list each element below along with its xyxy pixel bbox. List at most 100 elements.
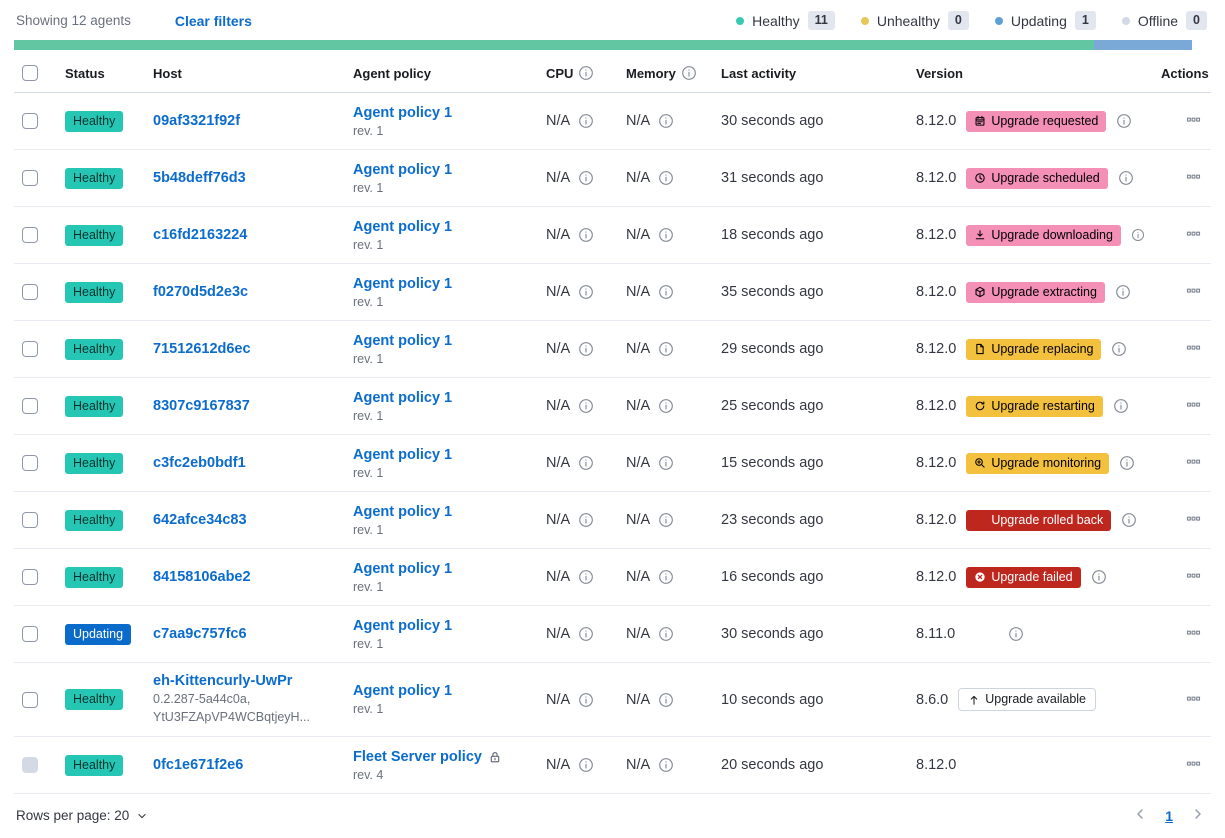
agent-policy-link[interactable]: Agent policy 1 (353, 275, 453, 292)
agent-policy-link[interactable]: Agent policy 1 (353, 617, 453, 634)
row-actions-button[interactable] (1184, 165, 1203, 191)
row-checkbox[interactable] (22, 512, 38, 528)
upgrade-info-icon[interactable] (1106, 692, 1122, 708)
upgrade-info-icon[interactable] (1115, 284, 1131, 300)
info-icon[interactable] (578, 626, 594, 642)
legend-unhealthy[interactable]: Unhealthy 0 (860, 11, 969, 30)
previous-page-button[interactable] (1133, 807, 1147, 824)
host-link[interactable]: 71512612d6ec (153, 341, 251, 357)
info-icon[interactable] (578, 692, 594, 708)
agent-policy-link[interactable]: Agent policy 1 (353, 389, 453, 406)
row-actions-button[interactable] (1184, 336, 1203, 362)
upgrade-status-badge: Upgrade monitoring (966, 452, 1110, 474)
rows-per-page-button[interactable]: Rows per page: 20 (16, 808, 148, 823)
row-checkbox[interactable] (22, 398, 38, 414)
upgrade-info-icon[interactable] (1111, 341, 1127, 357)
row-actions-button[interactable] (1184, 108, 1203, 134)
agent-version: 8.12.0 (916, 284, 957, 300)
host-link[interactable]: 09af3321f92f (153, 113, 241, 129)
info-icon[interactable] (578, 284, 594, 300)
info-icon[interactable] (578, 398, 594, 414)
row-actions-button[interactable] (1184, 564, 1203, 590)
host-link[interactable]: 642afce34c83 (153, 512, 247, 528)
info-icon[interactable] (658, 569, 674, 585)
upgrade-info-icon[interactable] (1131, 227, 1145, 243)
agent-policy-link[interactable]: Agent policy 1 (353, 218, 453, 235)
host-link[interactable]: c7aa9c757fc6 (153, 626, 247, 642)
row-checkbox[interactable] (22, 569, 38, 585)
row-checkbox[interactable] (22, 113, 38, 129)
upgrade-info-icon[interactable] (1119, 455, 1135, 471)
agent-policy-link[interactable]: Agent policy 1 (353, 683, 453, 699)
row-actions-button[interactable] (1184, 222, 1203, 248)
agent-policy-link[interactable]: Agent policy 1 (353, 446, 453, 463)
row-checkbox[interactable] (22, 227, 38, 243)
agent-policy-link[interactable]: Agent policy 1 (353, 104, 453, 121)
agent-policy-link[interactable]: Agent policy 1 (353, 161, 453, 178)
host-link[interactable]: eh-Kittencurly-UwPr (153, 673, 293, 689)
info-icon[interactable] (578, 227, 594, 243)
page-number-1[interactable]: 1 (1165, 807, 1173, 824)
info-icon[interactable] (658, 398, 674, 414)
upgrade-info-icon[interactable] (1008, 626, 1024, 642)
info-icon[interactable] (658, 455, 674, 471)
info-icon[interactable] (578, 512, 594, 528)
info-icon[interactable] (658, 227, 674, 243)
clear-filters-button[interactable]: Clear filters (174, 12, 252, 29)
host-link[interactable]: c16fd2163224 (153, 227, 248, 243)
row-checkbox[interactable] (22, 626, 38, 642)
legend-offline[interactable]: Offline 0 (1121, 11, 1207, 30)
info-icon[interactable] (658, 284, 674, 300)
host-link[interactable]: 84158106abe2 (153, 569, 251, 585)
row-actions-button[interactable] (1184, 507, 1203, 533)
cpu-info-icon[interactable] (578, 65, 594, 81)
row-checkbox[interactable] (22, 170, 38, 186)
info-icon[interactable] (578, 455, 594, 471)
info-icon[interactable] (658, 512, 674, 528)
row-actions-button[interactable] (1184, 279, 1203, 305)
agent-policy-link[interactable]: Agent policy 1 (353, 332, 453, 349)
row-actions-button[interactable] (1184, 393, 1203, 419)
upgrade-info-icon[interactable] (1118, 170, 1134, 186)
info-icon[interactable] (658, 113, 674, 129)
agent-policy-link[interactable]: Agent policy 1 (353, 560, 453, 577)
upgrade-info-icon[interactable] (1113, 398, 1129, 414)
upgrade-info-icon[interactable] (1009, 757, 1025, 773)
agent-policy-link[interactable]: Fleet Server policy (353, 748, 482, 765)
info-icon[interactable] (658, 170, 674, 186)
lock-icon (458, 448, 472, 462)
row-actions-button[interactable] (1184, 450, 1203, 476)
info-icon[interactable] (578, 170, 594, 186)
info-icon[interactable] (578, 569, 594, 585)
row-actions-button[interactable] (1184, 752, 1203, 778)
chevron-right-icon (1191, 807, 1205, 821)
info-icon[interactable] (658, 757, 674, 773)
upgrade-info-icon[interactable] (1116, 113, 1132, 129)
row-actions-button[interactable] (1184, 621, 1203, 647)
row-checkbox[interactable] (22, 341, 38, 357)
upgrade-info-icon[interactable] (1091, 569, 1107, 585)
next-page-button[interactable] (1191, 807, 1205, 824)
select-all-checkbox[interactable] (22, 65, 38, 81)
host-link[interactable]: c3fc2eb0bdf1 (153, 455, 246, 471)
info-icon[interactable] (658, 692, 674, 708)
row-checkbox[interactable] (22, 284, 38, 300)
info-icon[interactable] (578, 757, 594, 773)
row-actions-button[interactable] (1184, 687, 1203, 713)
agent-policy-link[interactable]: Agent policy 1 (353, 503, 453, 520)
host-link[interactable]: f0270d5d2e3c (153, 284, 249, 300)
host-link[interactable]: 5b48deff76d3 (153, 170, 246, 186)
info-icon[interactable] (578, 341, 594, 357)
info-icon[interactable] (658, 341, 674, 357)
legend-healthy[interactable]: Healthy 11 (736, 11, 835, 30)
host-link[interactable]: 8307c9167837 (153, 398, 250, 414)
legend-updating[interactable]: Updating 1 (994, 11, 1096, 30)
info-icon[interactable] (658, 626, 674, 642)
row-checkbox[interactable] (22, 455, 38, 471)
info-icon[interactable] (578, 113, 594, 129)
host-link[interactable]: 0fc1e671f2e6 (153, 757, 244, 773)
upgrade-info-icon[interactable] (1121, 512, 1137, 528)
row-checkbox[interactable] (22, 691, 38, 708)
memory-info-icon[interactable] (681, 65, 697, 81)
showing-agents-count: Showing 12 agents (16, 13, 131, 28)
